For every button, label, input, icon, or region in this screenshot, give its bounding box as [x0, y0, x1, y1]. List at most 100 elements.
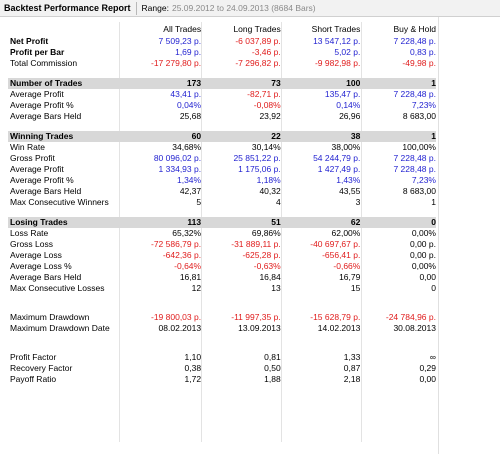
- table-cell: 7,23%: [411, 175, 436, 185]
- row-label: Average Profit: [10, 89, 64, 99]
- table-cell: 0,38: [184, 363, 202, 373]
- row-label: Net Profit: [10, 36, 49, 46]
- table-cell: -0,66%: [333, 261, 361, 271]
- table-cell: -6 037,89 р.: [235, 36, 281, 46]
- table-row: Average Loss -642,36 р. -625,28 р. -656,41 …: [8, 250, 436, 261]
- table-cell: -31 889,11 р.: [231, 239, 281, 249]
- table-row: Maximum Drawdown -19 800,03 р. -11 997,35 …: [8, 312, 436, 323]
- table-cell: 0,50: [264, 363, 281, 373]
- table-cell: 7 228,48 р.: [393, 89, 436, 99]
- row-label: Losing Trades: [10, 217, 68, 227]
- table-cell: 0,14%: [336, 100, 361, 110]
- table-cell: 51: [271, 217, 281, 227]
- table-cell: -642,36 р.: [162, 250, 202, 260]
- table-cell: 13 547,12 р.: [313, 36, 361, 46]
- table-cell: 0,04%: [176, 100, 202, 110]
- table-cell: 1 427,49 р.: [317, 164, 361, 174]
- table-cell: 1,10: [184, 352, 202, 362]
- table-cell: 40,32: [259, 186, 281, 196]
- table-cell: 65,32%: [172, 228, 202, 238]
- row-spacer: [8, 343, 436, 352]
- table-cell: 1: [431, 78, 436, 88]
- table-cell: -656,41 р.: [322, 250, 361, 260]
- table-cell: 14.02.2013: [317, 323, 361, 333]
- column-header-all-trades[interactable]: All Trades: [163, 24, 202, 34]
- table-cell: 173: [186, 78, 202, 88]
- column-divider: [119, 22, 120, 442]
- range-value[interactable]: 25.09.2012 to 24.09.2013 (8684 Bars): [171, 3, 316, 13]
- table-cell: -15 628,79 р.: [310, 312, 361, 322]
- table-row: Win Rate 34,68% 30,14% 38,00% 100,00%: [8, 142, 436, 153]
- table-row: Average Profit 43,41 р. -82,71 р. 135,47 р.…: [8, 89, 436, 100]
- column-header-buy-hold[interactable]: Buy & Hold: [393, 24, 436, 34]
- table-cell: ∞: [429, 352, 436, 362]
- table-cell: 0,00 р.: [409, 239, 436, 249]
- table-cell: 13.09.2013: [238, 323, 281, 333]
- table-cell: 1 175,06 р.: [238, 164, 281, 174]
- row-label: Loss Rate: [10, 228, 49, 238]
- row-spacer: [8, 294, 436, 303]
- row-label: Gross Loss: [10, 239, 53, 249]
- table-cell: -11 997,35 р.: [231, 312, 281, 322]
- table-cell: 38,00%: [331, 142, 361, 152]
- column-header-row: All Trades Long Trades Short Trades Buy …: [8, 22, 436, 36]
- column-divider: [361, 22, 362, 442]
- table-cell: 7 228,48 р.: [393, 153, 436, 163]
- performance-report-table: All Trades Long Trades Short Trades Buy …: [8, 22, 436, 385]
- title-separator: [135, 1, 137, 15]
- table-cell: -24 784,96 р.: [385, 312, 436, 322]
- table-cell: -19 800,03 р.: [150, 312, 202, 322]
- table-row: Average Loss % -0,64% -0,63% -0,66% 0,00%: [8, 261, 436, 272]
- table-cell: 1: [431, 131, 436, 141]
- table-row: Profit Factor 1,10 0,81 1,33 ∞: [8, 352, 436, 363]
- row-spacer: [8, 303, 436, 312]
- table-cell: 100,00%: [402, 142, 436, 152]
- column-header-short-trades[interactable]: Short Trades: [311, 24, 361, 34]
- table-cell: 0,00%: [411, 261, 436, 271]
- table-cell: 80 096,02 р.: [153, 153, 202, 163]
- report-titlebar: Backtest Performance Report Range: 25.09…: [0, 0, 500, 17]
- table-cell: 1: [431, 197, 436, 207]
- row-label: Total Commission: [10, 58, 78, 68]
- table-cell: 25 851,22 р.: [233, 153, 281, 163]
- column-header-long-trades[interactable]: Long Trades: [233, 24, 281, 34]
- table-cell: 34,68%: [172, 142, 202, 152]
- row-label: Maximum Drawdown Date: [10, 323, 110, 333]
- row-label: Average Profit: [10, 164, 64, 174]
- table-cell: -17 279,80 р.: [150, 58, 202, 68]
- table-cell: 4: [275, 197, 281, 207]
- table-cell: 73: [271, 78, 281, 88]
- table-cell: 3: [355, 197, 361, 207]
- table-cell: 16,81: [179, 272, 202, 282]
- row-label: Average Bars Held: [10, 111, 82, 121]
- row-label: Average Profit %: [10, 175, 74, 185]
- table-cell: 8 683,00: [402, 186, 436, 196]
- table-cell: 7 228,48 р.: [393, 36, 436, 46]
- table-cell: 0,00%: [411, 228, 436, 238]
- table-cell: 1,69 р.: [175, 47, 202, 57]
- table-cell: -3,46 р.: [251, 47, 281, 57]
- table-cell: 16,79: [339, 272, 361, 282]
- table-cell: 0,81: [264, 352, 281, 362]
- table-cell: 15: [350, 283, 361, 293]
- table-cell: 100: [346, 78, 361, 88]
- table-cell: -72 586,79 р.: [150, 239, 202, 249]
- table-cell: 62: [350, 217, 361, 227]
- table-row: Average Bars Held 16,81 16,84 16,79 0,00: [8, 272, 436, 283]
- table-cell: 16,84: [259, 272, 281, 282]
- table-cell: -9 982,98 р.: [314, 58, 361, 68]
- table-row: Gross Loss -72 586,79 р. -31 889,11 р. -40 …: [8, 239, 436, 250]
- range-label: Range:: [141, 3, 169, 13]
- table-cell: 113: [187, 217, 202, 227]
- row-spacer: [8, 69, 436, 78]
- section-header-row: Number of Trades 173 73 100 1: [8, 78, 436, 89]
- table-cell: 0,83 р.: [409, 47, 436, 57]
- table-cell: 08.02.2013: [158, 323, 202, 333]
- table-row: Average Profit % 0,04% -0,08% 0,14% 7,23%: [8, 100, 436, 111]
- report-rows: Net Profit 7 509,23 р. -6 037,89 р. 13 547,…: [8, 36, 436, 385]
- row-label: Max Consecutive Winners: [10, 197, 109, 207]
- table-cell: 1,43%: [336, 175, 361, 185]
- table-cell: 2,18: [343, 374, 361, 384]
- table-cell: 1,33: [343, 352, 361, 362]
- table-row: Net Profit 7 509,23 р. -6 037,89 р. 13 547,…: [8, 36, 436, 47]
